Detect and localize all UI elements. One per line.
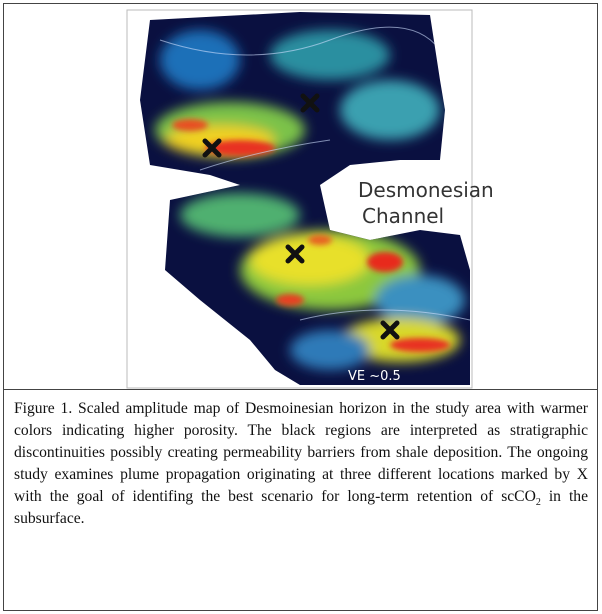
divider [4,389,597,390]
amplitude-map: Desmonesian Channel VE ~0.5 [0,0,602,390]
map-label: Desmonesian [358,178,494,202]
ve-label: VE ~0.5 [348,369,401,384]
page: Desmonesian Channel VE ~0.5 Figure 1. Sc… [0,0,602,614]
figure-caption: Figure 1. Scaled amplitude map of Desmoi… [14,398,588,530]
map-label: Channel [362,204,444,228]
caption-text: Figure 1. Scaled amplitude map of Desmoi… [14,400,588,505]
